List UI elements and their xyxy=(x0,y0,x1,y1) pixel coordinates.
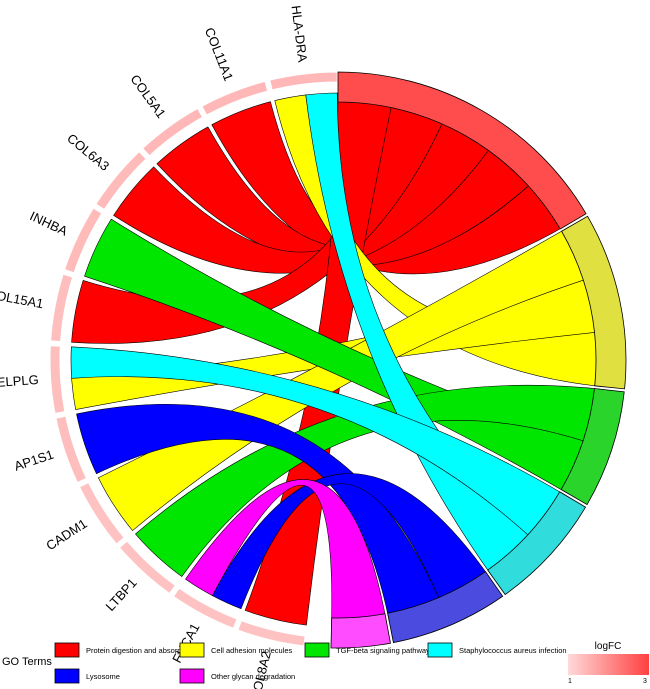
term-sector-cell-adhesion-molecules xyxy=(561,215,627,390)
ribbons-group xyxy=(70,92,606,628)
gene-label-col5a1: COL5A1 xyxy=(127,72,168,121)
gene-label-col6a3: COL6A3 xyxy=(64,131,112,174)
gene-label-ltbp1: LTBP1 xyxy=(103,575,140,614)
gene-sector-col15a1 xyxy=(50,273,74,343)
legend-swatch-other-glycan-degradation xyxy=(179,668,205,684)
term-sector-other-glycan-degradation xyxy=(330,613,391,649)
gene-sector-col8a2 xyxy=(237,620,306,647)
ribbon-staphylococcus-aureus-infection-selplg xyxy=(70,346,568,542)
gene-sector-col11a1 xyxy=(201,80,269,116)
gene-label-ap1s1: AP1S1 xyxy=(12,447,55,474)
scale-max-label: 3 xyxy=(643,678,647,685)
term-sectors-group xyxy=(330,71,627,649)
gene-label-selplg: SELPLG xyxy=(0,372,39,390)
legend-label-protein-digestion-and-absorption: Protein digestion and absorption xyxy=(86,646,194,655)
gene-label-cadm1: CADM1 xyxy=(43,516,89,553)
ribbon-other-glycan-degradation-fuca1 xyxy=(185,479,387,628)
ribbon-staphylococcus-aureus-infection-hla-dra xyxy=(305,92,535,578)
gene-sector-hla-dra xyxy=(269,71,338,91)
legend-label-lysosome: Lysosome xyxy=(86,672,120,681)
logfc-scale: logFC 1 3 xyxy=(568,641,649,685)
legend-title: GO Terms xyxy=(2,656,52,668)
term-sector-protein-digestion-and-absorption xyxy=(337,71,587,230)
scale-title: logFC xyxy=(595,641,622,652)
gene-sector-cadm1 xyxy=(78,481,125,545)
scale-min-label: 1 xyxy=(568,678,572,685)
gene-label-col15a1: COL15A1 xyxy=(0,286,45,311)
legend-swatch-staphylococcus-aureus-infection xyxy=(427,642,453,658)
gene-sectors-group xyxy=(49,71,338,647)
gene-label-col11a1: COL11A1 xyxy=(202,25,236,83)
ribbon-lysosome-ap1s1 xyxy=(76,403,443,623)
gene-sector-selplg xyxy=(49,345,66,415)
legend-label-tgf-beta-signaling-pathway: TGF-beta signaling pathway xyxy=(336,646,430,655)
scale-bar xyxy=(568,654,649,675)
legend-swatch-lysosome xyxy=(54,668,80,684)
legend-swatch-cell-adhesion-molecules xyxy=(179,642,205,658)
gene-label-inhba: INHBA xyxy=(28,208,71,239)
gene-sector-fuca1 xyxy=(172,587,238,629)
ribbon-lysosome-fuca1 xyxy=(211,473,492,610)
legend: GO Terms Protein digestion and absorptio… xyxy=(2,642,567,684)
legend-label-other-glycan-degradation: Other glycan degradation xyxy=(211,672,295,681)
legend-label-staphylococcus-aureus-infection: Staphylococcus aureus infection xyxy=(459,646,567,655)
gene-label-col8a2: COL8A2 xyxy=(248,650,274,689)
legend-swatch-tgf-beta-signaling-pathway xyxy=(304,642,330,658)
ribbon-protein-digestion-and-absorption-col15a1 xyxy=(71,98,447,344)
term-sector-staphylococcus-aureus-infection xyxy=(487,491,587,596)
gene-sector-ap1s1 xyxy=(55,415,88,484)
gene-sector-inhba xyxy=(63,207,103,274)
term-sector-lysosome xyxy=(387,571,504,644)
legend-swatch-protein-digestion-and-absorption xyxy=(54,642,80,658)
term-sector-tgf-beta-signaling-pathway xyxy=(560,388,625,506)
gene-sector-col5a1 xyxy=(141,107,204,157)
gene-sector-col6a3 xyxy=(95,150,147,211)
gene-sector-ltbp1 xyxy=(118,540,177,595)
gene-label-hla-dra: HLA-DRA xyxy=(289,4,311,63)
legend-label-cell-adhesion-molecules: Cell adhesion molecules xyxy=(211,646,293,655)
